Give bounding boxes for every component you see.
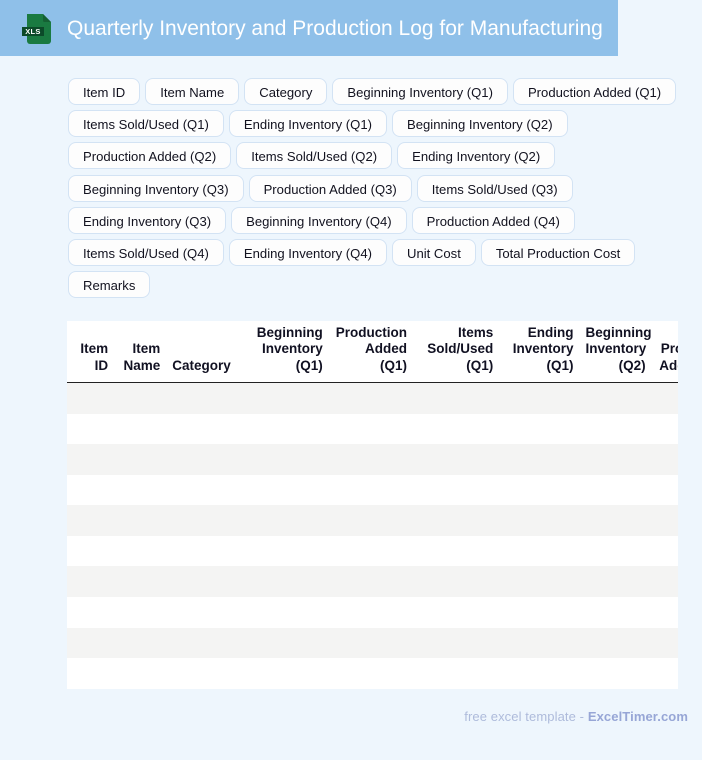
svg-text:XLS: XLS xyxy=(25,27,41,36)
